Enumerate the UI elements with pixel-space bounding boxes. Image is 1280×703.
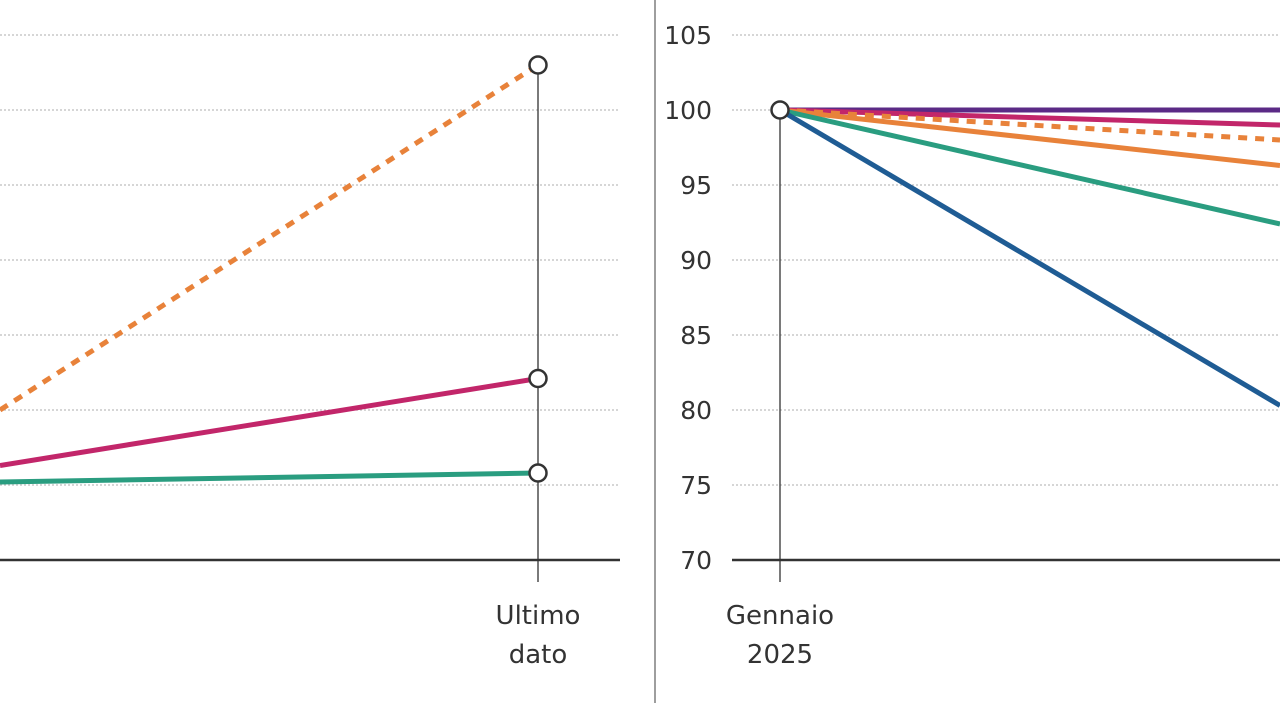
y-tick-label: 70: [680, 546, 712, 575]
data-point-marker: [770, 100, 790, 120]
y-tick-label: 80: [680, 396, 712, 425]
series-line: [0, 62, 540, 413]
x-tick-label: Ultimo: [496, 601, 581, 631]
series-line: [779, 107, 1280, 128]
series-line: [779, 107, 1280, 168]
x-tick-label: Gennaio: [726, 601, 834, 631]
y-tick-label: 75: [680, 471, 712, 500]
right-chart-panel: 70 75 80 85 90 95 100 105 Gennaio 2025: [664, 21, 1280, 670]
data-point-marker: [528, 368, 548, 389]
left-chart-panel: Ultimo dato: [0, 34, 620, 670]
y-tick-label: 95: [680, 171, 712, 200]
y-tick-label: 100: [664, 96, 712, 125]
y-tick-label: 105: [664, 21, 712, 50]
data-point-marker: [528, 55, 548, 75]
data-point-marker: [528, 463, 548, 483]
x-tick-label: dato: [509, 640, 568, 670]
series-line: [0, 376, 539, 468]
series-line: [779, 107, 1280, 227]
y-tick-label: 85: [680, 321, 712, 350]
y-tick-label: 90: [680, 246, 712, 275]
x-tick-label: 2025: [747, 640, 813, 670]
series-line: [778, 107, 1280, 408]
series-line: [0, 470, 539, 485]
